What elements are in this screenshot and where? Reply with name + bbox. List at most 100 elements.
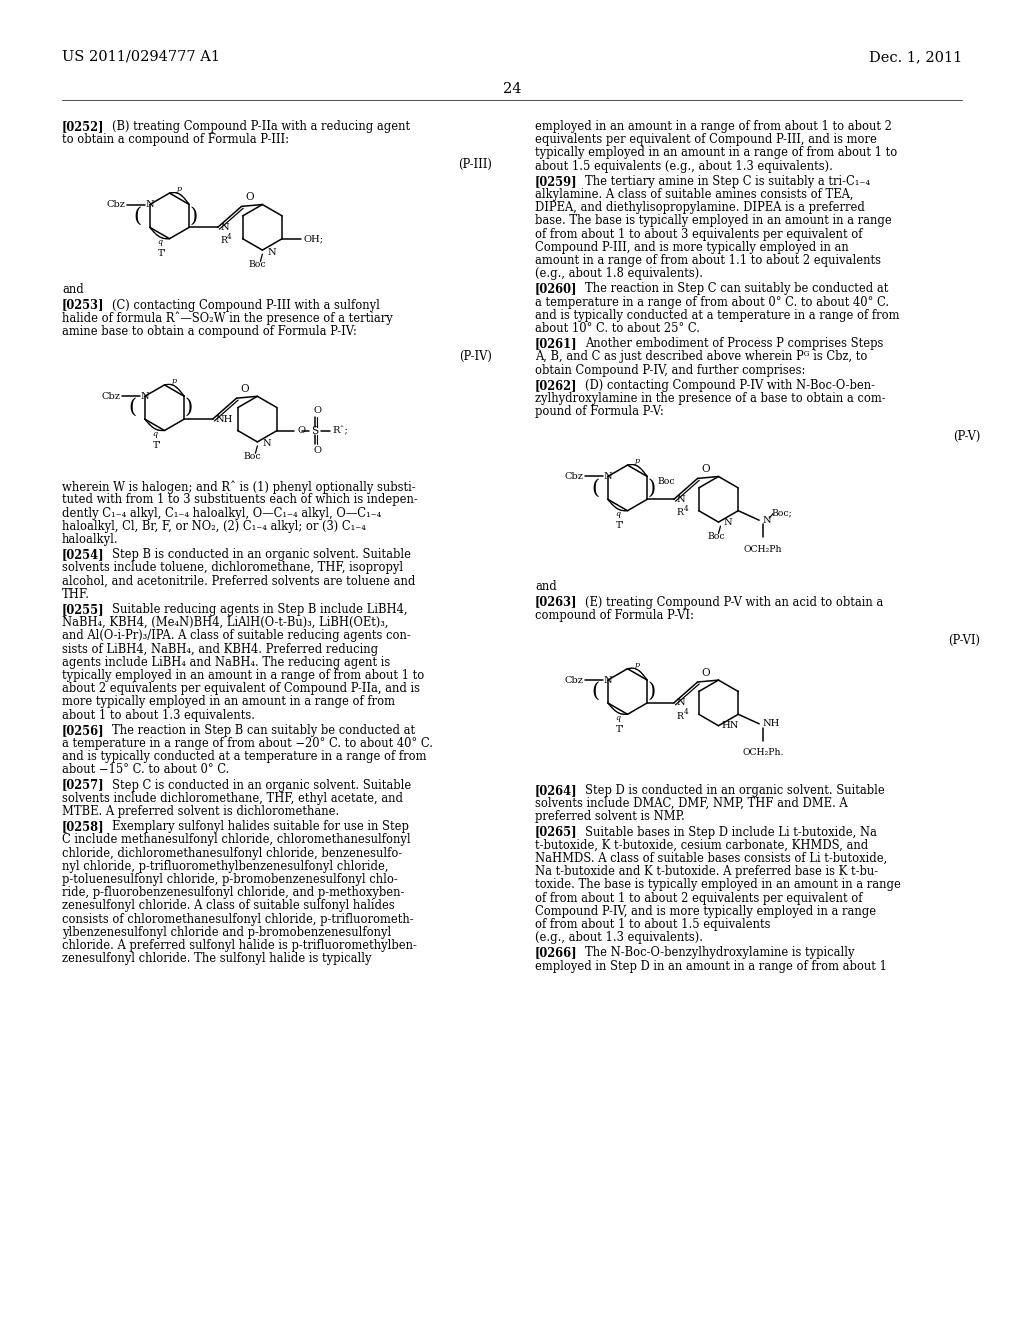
Text: 4: 4 bbox=[227, 232, 231, 240]
Text: Boc;: Boc; bbox=[771, 508, 792, 517]
Text: (e.g., about 1.3 equivalents).: (e.g., about 1.3 equivalents). bbox=[535, 931, 703, 944]
Text: [0258]: [0258] bbox=[62, 820, 104, 833]
Text: solvents include dichloromethane, THF, ethyl acetate, and: solvents include dichloromethane, THF, e… bbox=[62, 792, 403, 805]
Text: [0252]: [0252] bbox=[62, 120, 104, 133]
Text: (P-V): (P-V) bbox=[952, 430, 980, 444]
Text: O: O bbox=[701, 465, 711, 474]
Text: [0259]: [0259] bbox=[535, 174, 578, 187]
Text: S: S bbox=[311, 425, 318, 436]
Text: t-butoxide, K t-butoxide, cesium carbonate, KHMDS, and: t-butoxide, K t-butoxide, cesium carbona… bbox=[535, 838, 868, 851]
Text: Suitable reducing agents in Step B include LiBH4,: Suitable reducing agents in Step B inclu… bbox=[112, 603, 408, 616]
Text: sists of LiBH4, NaBH₄, and KBH4. Preferred reducing: sists of LiBH4, NaBH₄, and KBH4. Preferr… bbox=[62, 643, 378, 656]
Text: q: q bbox=[615, 714, 621, 722]
Text: R: R bbox=[221, 236, 227, 246]
Text: about 10° C. to about 25° C.: about 10° C. to about 25° C. bbox=[535, 322, 700, 335]
Text: about −15° C. to about 0° C.: about −15° C. to about 0° C. bbox=[62, 763, 229, 776]
Text: (: ( bbox=[591, 478, 599, 498]
Text: O: O bbox=[313, 446, 322, 454]
Text: Boc: Boc bbox=[657, 477, 675, 486]
Text: N: N bbox=[267, 248, 276, 256]
Text: (: ( bbox=[128, 399, 136, 417]
Text: base. The base is typically employed in an amount in a range: base. The base is typically employed in … bbox=[535, 214, 892, 227]
Text: HN: HN bbox=[722, 721, 739, 730]
Text: N: N bbox=[145, 201, 154, 209]
Text: q: q bbox=[615, 511, 621, 519]
Text: Boc: Boc bbox=[249, 260, 266, 269]
Text: [0254]: [0254] bbox=[62, 548, 104, 561]
Text: of from about 1 to about 1.5 equivalents: of from about 1 to about 1.5 equivalents bbox=[535, 917, 770, 931]
Text: about 1 to about 1.3 equivalents.: about 1 to about 1.3 equivalents. bbox=[62, 709, 255, 722]
Text: zenesulfonyl chloride. The sulfonyl halide is typically: zenesulfonyl chloride. The sulfonyl hali… bbox=[62, 952, 372, 965]
Text: nyl chloride, p-trifluoromethylbenzenesulfonyl chloride,: nyl chloride, p-trifluoromethylbenzenesu… bbox=[62, 859, 388, 873]
Text: OCH₂Ph: OCH₂Ph bbox=[743, 545, 782, 554]
Text: O: O bbox=[246, 193, 254, 202]
Text: Compound P-IV, and is more typically employed in a range: Compound P-IV, and is more typically emp… bbox=[535, 904, 877, 917]
Text: [0257]: [0257] bbox=[62, 779, 104, 792]
Text: Rˆ;: Rˆ; bbox=[333, 426, 348, 436]
Text: (C) contacting Compound P-III with a sulfonyl: (C) contacting Compound P-III with a sul… bbox=[112, 298, 380, 312]
Text: ): ) bbox=[648, 682, 656, 701]
Text: 4: 4 bbox=[683, 709, 688, 717]
Text: Suitable bases in Step D include Li t-butoxide, Na: Suitable bases in Step D include Li t-bu… bbox=[585, 825, 877, 838]
Text: haloalkyl.: haloalkyl. bbox=[62, 533, 119, 546]
Text: [0263]: [0263] bbox=[535, 595, 578, 609]
Text: Compound P-III, and is more typically employed in an: Compound P-III, and is more typically em… bbox=[535, 240, 849, 253]
Text: The N-Boc-O-benzylhydroxylamine is typically: The N-Boc-O-benzylhydroxylamine is typic… bbox=[585, 946, 854, 960]
Text: halide of formula Rˆ—SO₂W in the presence of a tertiary: halide of formula Rˆ—SO₂W in the presenc… bbox=[62, 312, 393, 325]
Text: N: N bbox=[762, 516, 771, 524]
Text: a temperature in a range of from about −20° C. to about 40° C.: a temperature in a range of from about −… bbox=[62, 737, 433, 750]
Text: about 2 equivalents per equivalent of Compound P-IIa, and is: about 2 equivalents per equivalent of Co… bbox=[62, 682, 420, 696]
Text: typically employed in an amount in a range of from about 1 to: typically employed in an amount in a ran… bbox=[535, 147, 897, 160]
Text: ): ) bbox=[185, 399, 194, 417]
Text: Na t-butoxide and K t-butoxide. A preferred base is K t-bu-: Na t-butoxide and K t-butoxide. A prefer… bbox=[535, 865, 879, 878]
Text: [0261]: [0261] bbox=[535, 337, 578, 350]
Text: A, B, and C as just described above wherein Pᴳ is Cbz, to: A, B, and C as just described above wher… bbox=[535, 350, 867, 363]
Text: MTBE. A preferred solvent is dichloromethane.: MTBE. A preferred solvent is dichloromet… bbox=[62, 805, 339, 818]
Text: N: N bbox=[724, 517, 732, 527]
Text: [0256]: [0256] bbox=[62, 723, 104, 737]
Text: NaBH₄, KBH4, (Me₄N)BH4, LiAlH(O-t-Bu)₃, LiBH(OEt)₃,: NaBH₄, KBH4, (Me₄N)BH4, LiAlH(O-t-Bu)₃, … bbox=[62, 616, 388, 630]
Text: (P-III): (P-III) bbox=[458, 158, 492, 172]
Text: Boc: Boc bbox=[708, 532, 725, 541]
Text: 4: 4 bbox=[683, 504, 688, 512]
Text: (P-VI): (P-VI) bbox=[948, 634, 980, 647]
Text: p: p bbox=[635, 661, 640, 669]
Text: [0265]: [0265] bbox=[535, 825, 578, 838]
Text: amine base to obtain a compound of Formula P-IV:: amine base to obtain a compound of Formu… bbox=[62, 325, 356, 338]
Text: N: N bbox=[677, 495, 685, 504]
Text: alkylamine. A class of suitable amines consists of TEA,: alkylamine. A class of suitable amines c… bbox=[535, 187, 853, 201]
Text: T': T' bbox=[153, 441, 161, 450]
Text: and: and bbox=[62, 284, 84, 297]
Text: q: q bbox=[153, 430, 157, 438]
Text: wherein W is halogen; and Rˆ is (1) phenyl optionally substi-: wherein W is halogen; and Rˆ is (1) phen… bbox=[62, 480, 416, 494]
Text: Cbz: Cbz bbox=[564, 473, 583, 480]
Text: typically employed in an amount in a range of from about 1 to: typically employed in an amount in a ran… bbox=[62, 669, 424, 682]
Text: and is typically conducted at a temperature in a range of from: and is typically conducted at a temperat… bbox=[535, 309, 899, 322]
Text: The reaction in Step B can suitably be conducted at: The reaction in Step B can suitably be c… bbox=[112, 723, 415, 737]
Text: q: q bbox=[157, 239, 162, 247]
Text: T': T' bbox=[615, 521, 625, 531]
Text: Another embodiment of Process P comprises Steps: Another embodiment of Process P comprise… bbox=[585, 337, 884, 350]
Text: [0266]: [0266] bbox=[535, 946, 578, 960]
Text: p: p bbox=[635, 457, 640, 465]
Text: DIPEA, and diethylisopropylamine. DIPEA is a preferred: DIPEA, and diethylisopropylamine. DIPEA … bbox=[535, 201, 865, 214]
Text: O: O bbox=[297, 426, 305, 436]
Text: [0260]: [0260] bbox=[535, 282, 578, 296]
Text: compound of Formula P-VI:: compound of Formula P-VI: bbox=[535, 609, 694, 622]
Text: agents include LiBH₄ and NaBH₄. The reducing agent is: agents include LiBH₄ and NaBH₄. The redu… bbox=[62, 656, 390, 669]
Text: (: ( bbox=[133, 206, 141, 226]
Text: ): ) bbox=[189, 206, 198, 226]
Text: a temperature in a range of from about 0° C. to about 40° C.: a temperature in a range of from about 0… bbox=[535, 296, 889, 309]
Text: consists of chloromethanesulfonyl chloride, p-trifluorometh-: consists of chloromethanesulfonyl chlori… bbox=[62, 912, 414, 925]
Text: tuted with from 1 to 3 substituents each of which is indepen-: tuted with from 1 to 3 substituents each… bbox=[62, 494, 418, 507]
Text: [0255]: [0255] bbox=[62, 603, 104, 616]
Text: and: and bbox=[535, 581, 557, 594]
Text: Boc: Boc bbox=[244, 451, 261, 461]
Text: (E) treating Compound P-V with an acid to obtain a: (E) treating Compound P-V with an acid t… bbox=[585, 595, 884, 609]
Text: [0264]: [0264] bbox=[535, 784, 578, 797]
Text: ylbenzenesulfonyl chloride and p-bromobenzenesulfonyl: ylbenzenesulfonyl chloride and p-bromobe… bbox=[62, 925, 391, 939]
Text: alcohol, and acetonitrile. Preferred solvents are toluene and: alcohol, and acetonitrile. Preferred sol… bbox=[62, 574, 416, 587]
Text: Cbz: Cbz bbox=[101, 392, 120, 401]
Text: Step D is conducted in an organic solvent. Suitable: Step D is conducted in an organic solven… bbox=[585, 784, 885, 797]
Text: T': T' bbox=[158, 249, 166, 259]
